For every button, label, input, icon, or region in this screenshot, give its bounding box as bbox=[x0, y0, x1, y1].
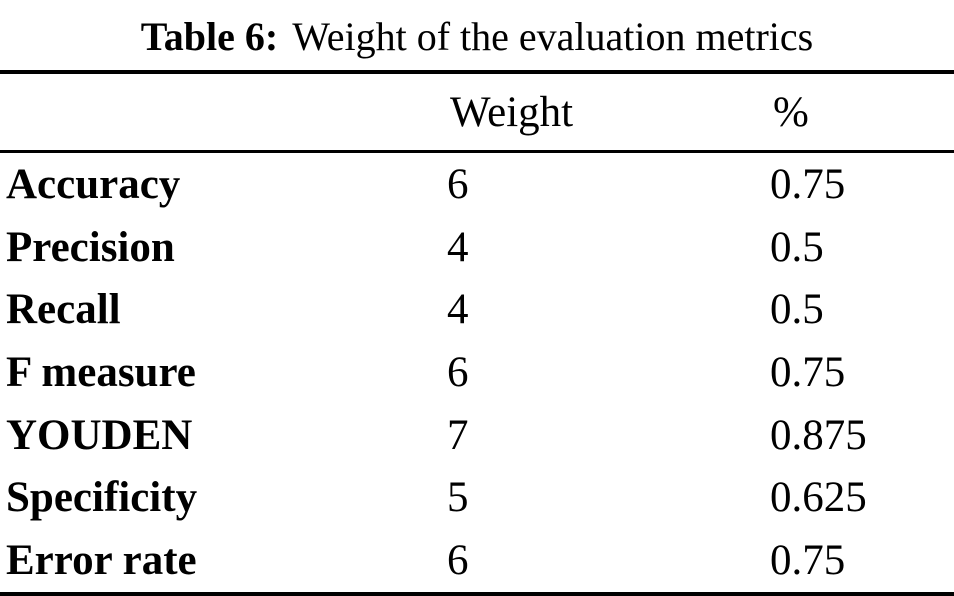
percent-cell: 0.625 bbox=[770, 474, 867, 522]
percent-cell: 0.5 bbox=[770, 286, 824, 334]
table-caption-label: Table 6: bbox=[140, 14, 279, 59]
table-caption: Table 6: Weight of the evaluation metrics bbox=[0, 0, 954, 70]
weight-cell: 6 bbox=[447, 160, 469, 208]
table-row: Accuracy 6 0.75 bbox=[0, 153, 954, 216]
metric-cell: Accuracy bbox=[6, 160, 181, 208]
table-row: F measure 6 0.75 bbox=[0, 341, 954, 404]
percent-cell: 0.875 bbox=[770, 411, 867, 459]
table-header-row: Weight % bbox=[0, 74, 954, 150]
metric-cell: F measure bbox=[6, 348, 196, 396]
metric-cell: Specificity bbox=[6, 474, 198, 522]
table-row: Error rate 6 0.75 bbox=[0, 529, 954, 592]
percent-cell: 0.75 bbox=[770, 348, 846, 396]
table-row: YOUDEN 7 0.875 bbox=[0, 404, 954, 467]
percent-cell: 0.75 bbox=[770, 536, 846, 584]
column-header-percent: % bbox=[773, 88, 809, 136]
percent-cell: 0.75 bbox=[770, 160, 846, 208]
top-rule bbox=[0, 70, 954, 74]
bottom-rule bbox=[0, 591, 954, 596]
weight-cell: 6 bbox=[447, 348, 469, 396]
weight-cell: 6 bbox=[447, 536, 469, 584]
header-rule bbox=[0, 150, 954, 153]
column-header-weight: Weight bbox=[450, 88, 574, 136]
weight-cell: 7 bbox=[447, 411, 469, 459]
table-row: Specificity 5 0.625 bbox=[0, 466, 954, 529]
weight-cell: 4 bbox=[447, 286, 469, 334]
metric-cell: Recall bbox=[6, 286, 121, 334]
weight-cell: 5 bbox=[447, 474, 469, 522]
table-caption-text: Weight of the evaluation metrics bbox=[292, 14, 814, 59]
metric-cell: Precision bbox=[6, 223, 175, 271]
metric-cell: YOUDEN bbox=[6, 411, 193, 459]
weight-cell: 4 bbox=[447, 223, 469, 271]
table-row: Precision 4 0.5 bbox=[0, 216, 954, 279]
percent-cell: 0.5 bbox=[770, 223, 824, 271]
metric-cell: Error rate bbox=[6, 536, 197, 584]
table-row: Recall 4 0.5 bbox=[0, 278, 954, 341]
